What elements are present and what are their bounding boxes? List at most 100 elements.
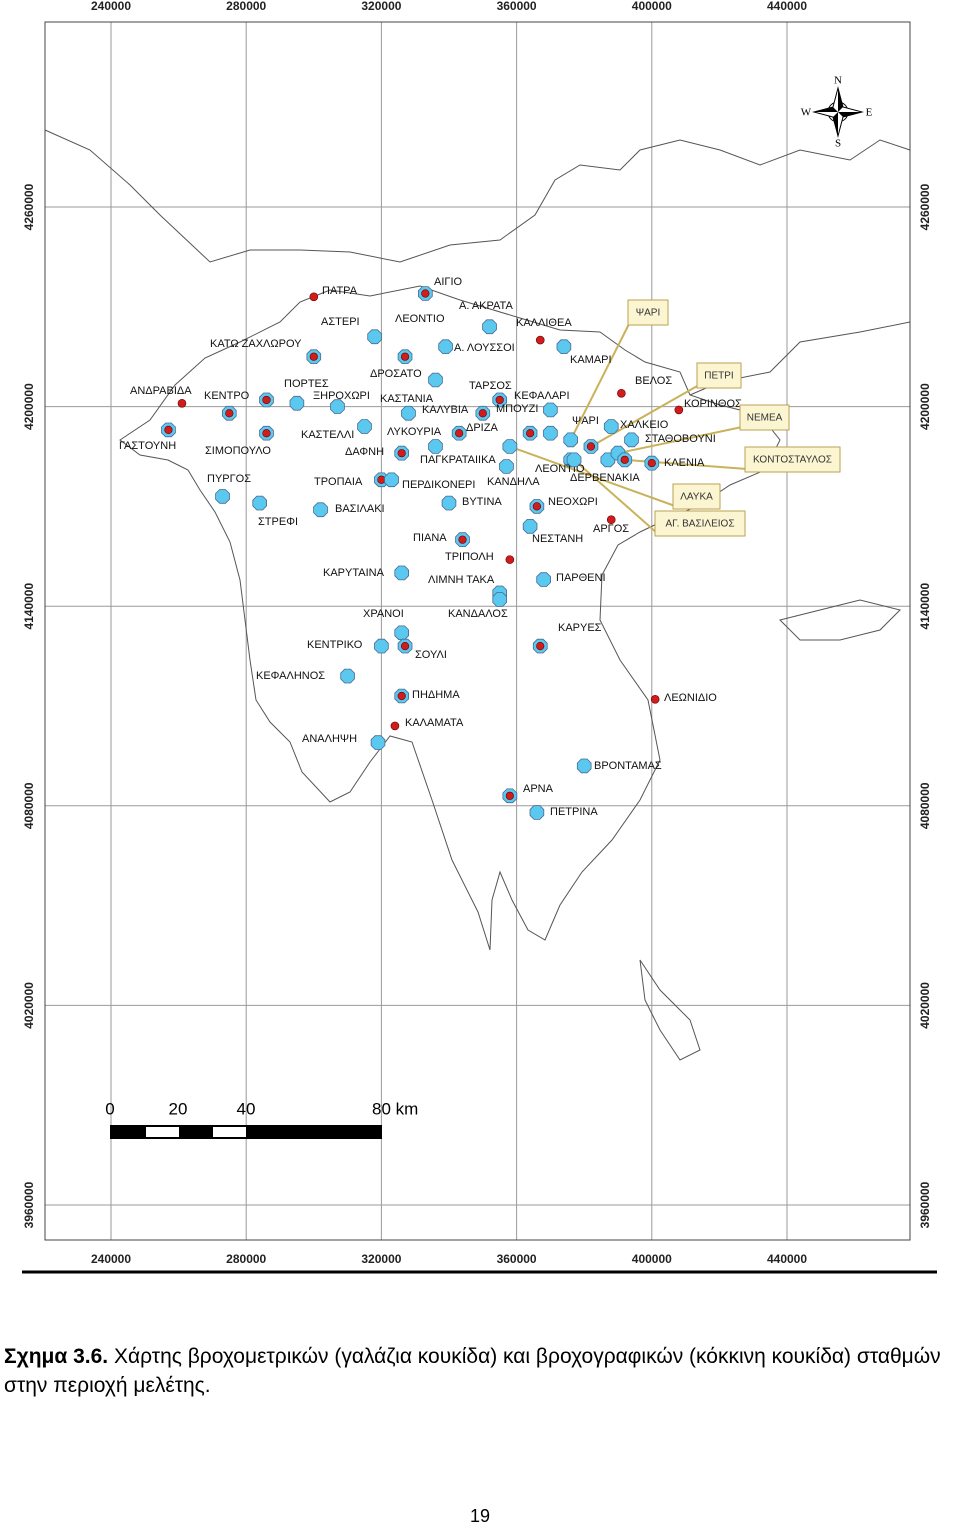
station-dot — [606, 515, 616, 525]
station-dot — [478, 409, 487, 418]
callout-box — [627, 299, 669, 326]
station-marker — [367, 329, 383, 345]
station-label: ΚΑΤΩ ΖΑΧΛΩΡΟΥ — [210, 338, 302, 350]
coast-peloponnese — [119, 285, 781, 951]
station — [624, 432, 639, 448]
station — [309, 292, 319, 302]
station — [492, 592, 508, 607]
y-tick-label: 4140000 — [22, 583, 36, 630]
station-dot — [586, 442, 596, 451]
station-label: ΛΥΚΟΥΡΙΑ — [387, 426, 442, 438]
leaders — [509, 321, 748, 534]
station-dot — [421, 289, 430, 298]
station — [535, 335, 545, 345]
station — [583, 439, 599, 454]
x-tick-label: 240000 — [91, 0, 131, 13]
station — [451, 425, 467, 441]
station-marker — [357, 419, 372, 434]
station — [384, 472, 399, 488]
station-label: ΚΕΝΤΡΟ — [204, 390, 250, 402]
station-label: ΔΡΙΖΑ — [466, 422, 498, 434]
station-marker — [384, 472, 399, 488]
station-label: ΚΑΝΔΑΛΟΣ — [448, 608, 508, 620]
station — [536, 572, 551, 587]
station — [394, 625, 410, 641]
station — [674, 405, 684, 415]
station-dot — [535, 335, 545, 345]
station-dot — [262, 395, 271, 405]
x-tick-label: 320000 — [361, 1252, 401, 1266]
station — [340, 668, 355, 684]
scale-label: 0 — [105, 1099, 114, 1118]
station-label: ΠΟΡΤΕΣ — [284, 378, 329, 390]
station-label: ΛΙΜΝΗ ΤΑΚΑ — [428, 574, 495, 586]
station — [330, 399, 345, 414]
station-label: ΑΣΤΕΡΙ — [321, 316, 360, 328]
station-marker — [401, 405, 416, 421]
y-tick-label: 4140000 — [918, 583, 932, 630]
callout-box — [696, 362, 742, 389]
station — [259, 425, 274, 441]
station-marker — [374, 638, 389, 654]
station — [455, 532, 470, 547]
station — [522, 425, 538, 441]
station-label: ΓΑΣΤΟΥΝΗ — [119, 440, 176, 452]
coast-north — [44, 129, 911, 263]
station-dot — [505, 791, 514, 800]
scale-label: 20 — [169, 1099, 188, 1118]
station — [556, 339, 572, 355]
station-dot — [526, 429, 535, 438]
station — [215, 489, 230, 504]
station-label: ΚΑΜΑΡΙ — [570, 354, 612, 366]
station-marker — [289, 395, 305, 411]
station — [394, 445, 410, 461]
station-label: ΤΡΙΠΟΛΗ — [445, 551, 494, 563]
station-label: ΠΗΔΗΜΑ — [412, 689, 460, 701]
station — [475, 405, 491, 421]
station-label: ΚΕΝΤΡΙΚΟ — [307, 639, 363, 651]
station-marker — [529, 805, 545, 820]
coastline — [44, 129, 911, 1061]
station-marker — [482, 319, 497, 335]
station-marker — [428, 372, 443, 388]
caption-label: Σχημα 3.6. — [4, 1345, 109, 1368]
station-dot — [400, 642, 410, 651]
station-label: ΒΑΣΙΛΑΚΙ — [335, 503, 385, 515]
station-label: ΚΛΕΝΙΑ — [664, 457, 705, 469]
station-label: ΛΑΥΚΑ — [680, 492, 713, 503]
station-label: ΠΕΤΡΙΝΑ — [550, 806, 598, 818]
station-marker — [499, 459, 514, 474]
station — [502, 788, 518, 804]
y-tick-label: 4260000 — [22, 183, 36, 230]
compass-n: N — [834, 75, 842, 87]
station-label: ΝΕΣΤΑΝΗ — [532, 533, 583, 545]
caption-text: Χάρτης βροχομετρικών (γαλάζια κουκίδα) κ… — [4, 1345, 941, 1397]
station-label: ΞΗΡΟΧΩΡΙ — [313, 390, 370, 402]
x-tick-label: 240000 — [91, 1252, 131, 1266]
compass-star-fill — [814, 88, 862, 136]
station-label: ΧΡΑΝΟΙ — [363, 608, 404, 620]
station-label: ΜΠΟΥΖΙ — [496, 403, 538, 415]
station-label: ΠΑΓΚΡΑΤΑΙΙΚΑ — [420, 454, 496, 466]
station-label: ΚΑΛΥΒΙΑ — [422, 404, 469, 416]
leader-line — [617, 426, 743, 455]
station — [428, 439, 443, 454]
station-marker — [624, 432, 639, 448]
station — [367, 329, 383, 345]
station — [529, 499, 545, 514]
station-dot — [397, 449, 406, 458]
station-label: ΑΡΓΟΣ — [593, 523, 629, 535]
station-label: ΚΕΦΑΛΑΡΙ — [514, 390, 570, 402]
station-marker — [330, 399, 345, 414]
station — [394, 688, 410, 704]
station-label: ΚΕΦΑΛΗΝΟΣ — [256, 670, 325, 682]
x-tick-label: 400000 — [632, 0, 672, 13]
station-marker — [252, 495, 268, 511]
station-dot — [455, 429, 464, 438]
station — [397, 349, 413, 365]
station-marker — [215, 489, 230, 504]
station-label: ΣΤΑΘΟΒΟΥΝΙ — [645, 433, 716, 445]
station-dot — [164, 425, 173, 434]
station-dot — [617, 388, 626, 398]
station — [357, 419, 372, 434]
